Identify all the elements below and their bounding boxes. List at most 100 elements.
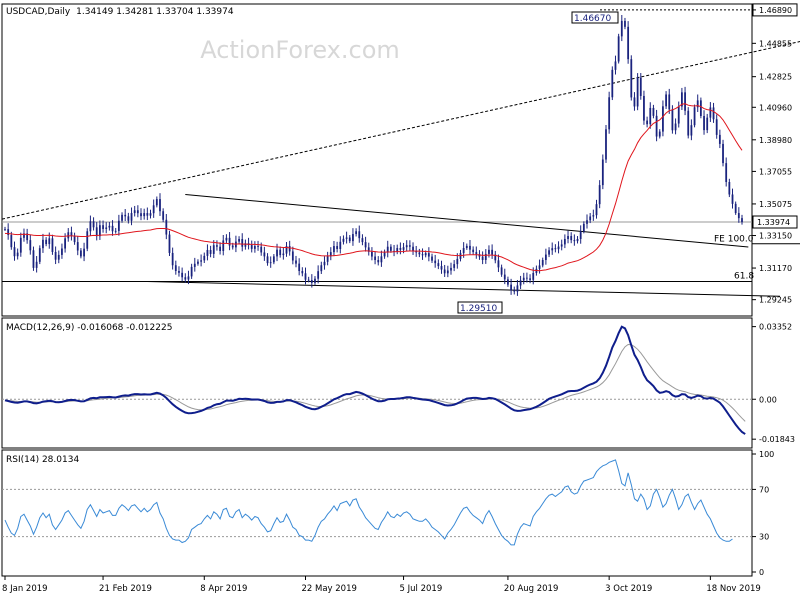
watermark: ActionForex.com bbox=[200, 36, 400, 64]
candle-body bbox=[576, 238, 579, 242]
candle-body bbox=[481, 256, 484, 261]
candle-body bbox=[478, 254, 481, 257]
candle-body bbox=[200, 260, 203, 262]
candle-body bbox=[111, 225, 114, 232]
price-pane-title: USDCAD,Daily 1.34149 1.34281 1.33704 1.3… bbox=[6, 7, 234, 17]
candle-body bbox=[408, 245, 411, 247]
candle-body bbox=[133, 210, 136, 214]
macd-y-tick-label: 0.00 bbox=[759, 395, 777, 404]
candle-body bbox=[491, 249, 494, 255]
candle-body bbox=[601, 159, 604, 186]
candle-body bbox=[497, 260, 500, 268]
candle-body bbox=[225, 237, 228, 241]
candle-body bbox=[323, 261, 326, 266]
candle-body bbox=[677, 106, 680, 124]
candle-body bbox=[168, 234, 171, 253]
candle-body bbox=[519, 280, 522, 286]
candle-body bbox=[333, 246, 335, 253]
candle-body bbox=[573, 240, 576, 242]
candle-body bbox=[48, 238, 51, 245]
rsi-y-tick-label: 30 bbox=[759, 533, 769, 542]
low-label: 1.29510 bbox=[460, 304, 497, 314]
long-term-dotted-trendline bbox=[1, 41, 800, 220]
candle-body bbox=[121, 214, 123, 221]
candle-body bbox=[472, 249, 475, 253]
candle-body bbox=[83, 248, 85, 257]
candle-body bbox=[681, 92, 683, 107]
candle-body bbox=[396, 248, 399, 252]
price-pane[interactable]: USDCAD,Daily 1.34149 1.34281 1.33704 1.3… bbox=[1, 3, 800, 317]
candle-body bbox=[86, 231, 89, 249]
candle-body bbox=[658, 131, 661, 137]
candle-body bbox=[238, 238, 240, 242]
candle-body bbox=[178, 271, 180, 273]
candle-body bbox=[450, 267, 452, 271]
candle-body bbox=[627, 26, 630, 60]
candle-body bbox=[469, 245, 471, 250]
candle-body bbox=[687, 110, 690, 136]
candle-body bbox=[38, 248, 41, 262]
candle-body bbox=[434, 260, 437, 264]
candle-body bbox=[352, 234, 354, 242]
x-tick-label: 3 Oct 2019 bbox=[605, 584, 652, 594]
x-tick-label: 22 May 2019 bbox=[301, 584, 356, 594]
price-y-tick-label: 1.29245 bbox=[759, 296, 792, 305]
candle-body bbox=[253, 246, 256, 249]
candle-body bbox=[174, 265, 177, 272]
candle-body bbox=[563, 238, 566, 245]
candle-body bbox=[61, 248, 63, 255]
fe-label: FE 100.0 bbox=[714, 235, 754, 245]
candle-body bbox=[4, 229, 6, 230]
candle-body bbox=[405, 245, 408, 248]
candle-body bbox=[731, 194, 734, 204]
candle-body bbox=[181, 272, 184, 278]
rsi-pane[interactable]: RSI(14) 28.0134 100 70 30 0 bbox=[1, 449, 774, 577]
candle-body bbox=[389, 246, 392, 251]
candle-body bbox=[314, 278, 316, 283]
rsi-y-tick-label: 0 bbox=[759, 568, 764, 577]
candle-body bbox=[80, 250, 82, 257]
candle-body bbox=[336, 246, 339, 250]
candle-body bbox=[367, 247, 370, 252]
candle-body bbox=[32, 250, 35, 268]
macd-pane[interactable]: MACD(12,26,9) -0.016068 -0.012225 0.0335… bbox=[1, 317, 795, 449]
candle-body bbox=[57, 254, 60, 260]
candle-body bbox=[269, 262, 272, 264]
candle-body bbox=[295, 260, 297, 264]
candle-body bbox=[136, 210, 139, 214]
candle-body bbox=[646, 120, 649, 125]
candle-body bbox=[462, 248, 465, 254]
candle-body bbox=[35, 261, 38, 268]
candle-body bbox=[636, 77, 639, 107]
candle-body bbox=[345, 237, 348, 239]
fib-label: 61.8 bbox=[734, 272, 754, 282]
candle-body bbox=[503, 274, 506, 280]
candle-body bbox=[620, 20, 623, 37]
candle-body bbox=[143, 213, 146, 217]
candle-body bbox=[301, 271, 304, 274]
candle-body bbox=[630, 59, 633, 98]
price-y-tick-label: 1.37055 bbox=[759, 167, 792, 176]
candle-body bbox=[421, 254, 424, 256]
candle-body bbox=[171, 252, 174, 266]
candle-body bbox=[29, 240, 32, 251]
candle-body bbox=[222, 240, 225, 251]
candle-body bbox=[703, 115, 705, 131]
candle-body bbox=[696, 100, 699, 108]
candle-body bbox=[592, 215, 595, 217]
x-axis: 8 Jan 2019 21 Feb 2019 8 Apr 2019 22 May 20… bbox=[2, 576, 761, 594]
candle-body bbox=[197, 261, 199, 264]
candle-body bbox=[484, 253, 487, 261]
candle-body bbox=[671, 109, 674, 131]
candle-body bbox=[709, 107, 712, 118]
candle-body bbox=[598, 185, 601, 205]
candle-body bbox=[282, 253, 285, 256]
candle-body bbox=[633, 97, 636, 107]
candle-body bbox=[102, 225, 104, 229]
price-y-tick-label: 1.31170 bbox=[759, 264, 792, 273]
rsi-pane-title: RSI(14) 28.0134 bbox=[6, 455, 79, 465]
candle-body bbox=[64, 238, 66, 249]
candle-body bbox=[427, 253, 430, 257]
candle-body bbox=[149, 213, 152, 216]
